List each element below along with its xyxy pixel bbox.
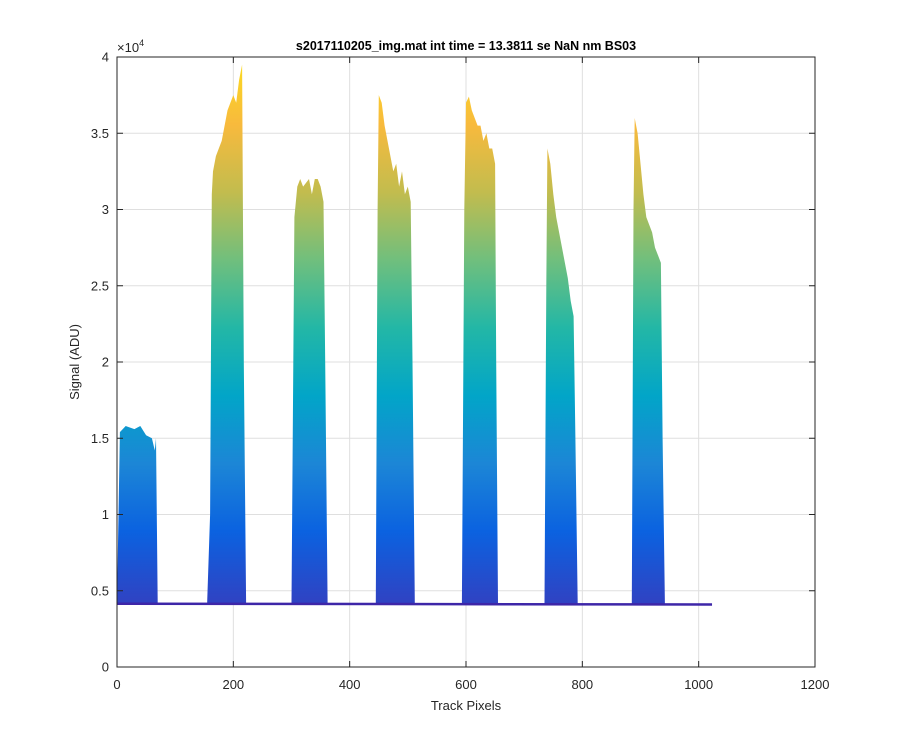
signal-peak-5 bbox=[461, 96, 498, 604]
signal-peak-7 bbox=[631, 118, 665, 604]
y-axis-label: Signal (ADU) bbox=[67, 324, 82, 400]
x-axis-label: Track Pixels bbox=[431, 698, 502, 713]
x-tick-label: 200 bbox=[222, 677, 244, 692]
x-tick-label: 800 bbox=[571, 677, 593, 692]
y-tick-label: 0.5 bbox=[91, 583, 109, 598]
y-exponent-power: 4 bbox=[139, 38, 144, 48]
y-tick-label: 1.5 bbox=[91, 431, 109, 446]
y-tick-label: 3.5 bbox=[91, 126, 109, 141]
y-tick-label: 2 bbox=[102, 355, 109, 370]
y-tick-label: 1 bbox=[102, 507, 109, 522]
y-exponent: ×104 bbox=[117, 38, 144, 55]
axes-layer bbox=[116, 56, 816, 668]
x-tick-label: 400 bbox=[339, 677, 361, 692]
y-exponent-base: ×10 bbox=[117, 40, 139, 55]
y-tick-label: 0 bbox=[102, 660, 109, 675]
tick-layer: 0 200 400 600 800 1000 1200 0 0.5 1 1.5 2 2.5 3 3.5 4 bbox=[91, 50, 830, 693]
signal-peak-1 bbox=[117, 426, 159, 604]
chart-title: s2017110205_img.mat int time = 13.3811 s… bbox=[296, 39, 636, 53]
y-tick-label: 2.5 bbox=[91, 278, 109, 293]
x-tick-label: 0 bbox=[113, 677, 120, 692]
signal-peak-4 bbox=[375, 95, 415, 604]
signal-peak-2 bbox=[207, 64, 247, 604]
x-tick-label: 1000 bbox=[684, 677, 713, 692]
baseline-trace bbox=[116, 602, 713, 606]
y-tick-label: 3 bbox=[102, 202, 109, 217]
series-layer bbox=[116, 64, 713, 606]
x-tick-label: 1200 bbox=[801, 677, 830, 692]
y-tick-label: 4 bbox=[102, 50, 109, 65]
signal-peak-3 bbox=[291, 179, 328, 604]
signal-peak-6 bbox=[544, 148, 578, 604]
x-tick-label: 600 bbox=[455, 677, 477, 692]
